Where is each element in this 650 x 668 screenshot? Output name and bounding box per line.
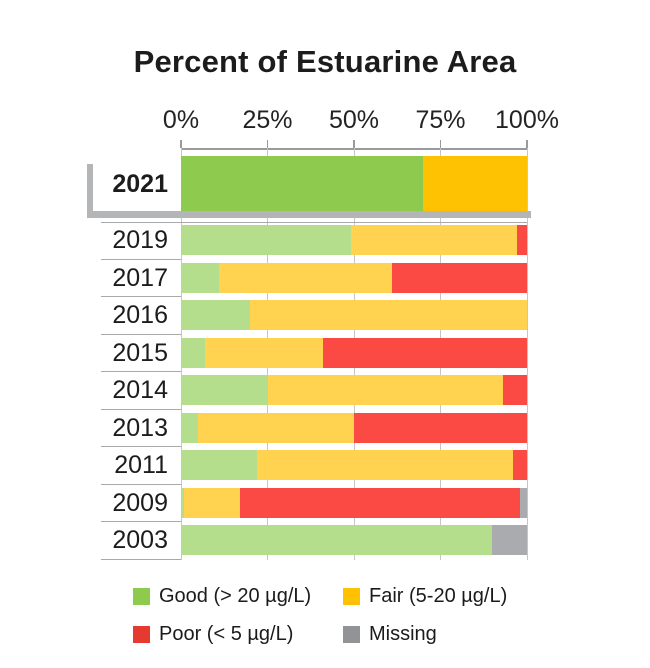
axis-tick-label: 25% [242, 106, 293, 134]
separator-label-area [101, 371, 181, 373]
year-label-2019: 2019 [112, 226, 168, 254]
highlight-bracket-horizontal [87, 211, 531, 218]
legend-label: Good (> 20 µg/L) [159, 585, 312, 607]
axis-tick-mark [526, 140, 528, 148]
bar-segment-good [181, 450, 258, 480]
bar-row-2017 [181, 262, 527, 293]
bar-segment-missing [520, 487, 527, 518]
bar-segment-poor [239, 487, 521, 518]
bar-segment-fair [219, 262, 393, 293]
gridline-100 [526, 148, 528, 560]
bar-segment-good [181, 337, 206, 368]
legend-label: Fair (5-20 µg/L) [369, 585, 508, 607]
bar-segment-good [181, 262, 220, 293]
legend-item-missing: Missing [343, 623, 437, 646]
axis-tick-mark [266, 140, 269, 148]
bar-segment-poor [322, 337, 527, 368]
axis-tick-mark [439, 140, 442, 148]
bar-segment-fair [250, 300, 527, 330]
separator-label-area [101, 558, 181, 560]
poor-swatch-icon [133, 626, 150, 643]
year-label-2009: 2009 [112, 488, 168, 517]
bar-segment-good [181, 525, 493, 555]
separator-label-area [101, 521, 181, 523]
bar-row-2011 [181, 450, 527, 480]
bar-segment-good [181, 412, 199, 443]
bar-segment-good [181, 225, 351, 255]
bar-row-2003 [181, 525, 527, 555]
year-label-2011: 2011 [114, 451, 168, 479]
separator-label-area [101, 408, 181, 410]
bar-segment-poor [502, 375, 527, 405]
year-label-2017: 2017 [112, 263, 168, 292]
legend-label: Poor (< 5 µg/L) [159, 623, 294, 645]
bar-row-2014 [181, 375, 527, 405]
bar-segment-poor [392, 262, 527, 293]
missing-swatch-icon [343, 626, 360, 643]
bar-segment-good [181, 487, 185, 518]
fair-swatch-icon [343, 588, 360, 605]
bar-segment-good [181, 300, 251, 330]
bar-segment-poor [516, 225, 527, 255]
axis-tick-label: 100% [495, 106, 559, 134]
year-label-2021: 2021 [112, 169, 168, 198]
axis-tick-mark [180, 140, 182, 148]
bar-segment-poor [513, 450, 527, 480]
axis-tick-label: 0% [162, 106, 200, 134]
axis-tick-mark [353, 140, 355, 148]
bar-segment-good [181, 375, 268, 405]
year-label-2016: 2016 [112, 301, 168, 329]
legend-item-fair: Fair (5-20 µg/L) [343, 585, 507, 608]
bar-row-2019 [181, 225, 527, 255]
bar-segment-fair [350, 225, 517, 255]
bar-segment-fair [257, 450, 514, 480]
bar-row-2013 [181, 412, 527, 443]
legend-label: Missing [369, 623, 437, 645]
year-label-2014: 2014 [112, 376, 168, 404]
bar-row-2009 [181, 487, 527, 518]
bar-segment-fair [267, 375, 503, 405]
bar-row-2015 [181, 337, 527, 368]
separator-label-area [101, 333, 181, 335]
bar-segment-good [181, 156, 424, 211]
separator-full-width [101, 221, 527, 223]
year-label-2015: 2015 [112, 338, 168, 367]
highlight-bracket-vertical [87, 164, 93, 218]
good-swatch-icon [133, 588, 150, 605]
axis-tick-label: 75% [415, 106, 466, 134]
year-label-2003: 2003 [112, 526, 168, 554]
separator-label-area [101, 483, 181, 485]
bar-segment-fair [423, 156, 527, 211]
bar-segment-missing [492, 525, 527, 555]
bar-segment-fair [184, 487, 240, 518]
axis-tick-label: 50% [328, 106, 380, 134]
bar-segment-fair [198, 412, 354, 443]
legend-item-good: Good (> 20 µg/L) [133, 585, 311, 608]
bar-segment-poor [354, 412, 527, 443]
year-label-2013: 2013 [112, 413, 168, 442]
legend-item-poor: Poor (< 5 µg/L) [133, 623, 293, 646]
separator-label-area [101, 296, 181, 298]
separator-label-area [101, 446, 181, 448]
bar-segment-fair [205, 337, 323, 368]
bar-row-2016 [181, 300, 527, 330]
chart-title: Percent of Estuarine Area [133, 44, 517, 79]
bar-row-2021 [181, 156, 527, 211]
separator-label-area [101, 258, 181, 260]
